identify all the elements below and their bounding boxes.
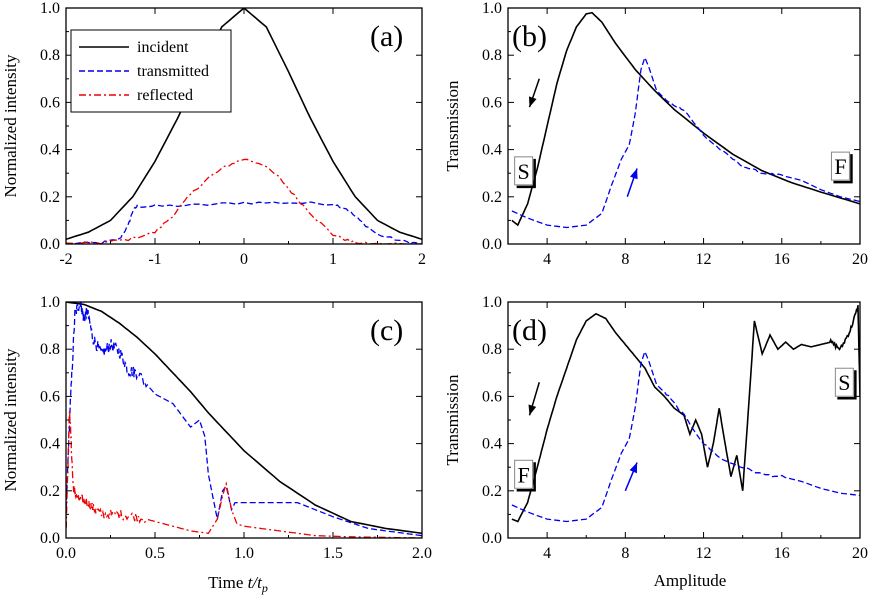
y-tick-label: 0.0 (40, 236, 60, 253)
y-tick-label: 1.0 (40, 0, 60, 17)
panel-b: 4 8 12 16 20 0.0 0.2 0.4 0.6 0.8 1.0 Transmission (b… (443, 0, 868, 268)
legend-label-reflected: reflected (137, 87, 193, 104)
y-tick-label: 0.2 (482, 483, 502, 500)
panel-label-d: (d) (512, 314, 547, 347)
x-tick-label: 0 (240, 251, 248, 268)
y-tick-label: 0.2 (482, 189, 502, 206)
panel-a: -2 -1 0 1 2 0.0 0.2 0.4 0.6 0.8 1.0 Normalized inte… (1, 0, 426, 268)
series-transmitted-c (66, 302, 422, 537)
y-tick-label: 0.6 (40, 388, 60, 405)
panel-d: 4 8 12 16 20 0.0 0.2 0.4 0.6 0.8 1.0 Transmission (d… (443, 294, 868, 562)
x-tick-label: 0.5 (145, 545, 165, 562)
annotation-shadow (516, 462, 536, 492)
y-tick-label: 0.2 (40, 483, 60, 500)
x-tick-label: 12 (696, 251, 712, 268)
arrow-head (630, 168, 638, 180)
y-tick-label: 0.6 (482, 94, 502, 111)
x-tick-label: 2 (418, 251, 426, 268)
annotation-shadow (837, 370, 857, 400)
legend-label-transmitted: transmitted (137, 63, 209, 80)
y-tick-label: 1.0 (482, 0, 502, 17)
series-reflected-a (66, 158, 422, 244)
x-tick-label: 8 (621, 545, 629, 562)
y-tick-label: 0.8 (40, 47, 60, 64)
x-tick-label: 4 (543, 251, 551, 268)
y-axis-title-d: Transmission (443, 374, 462, 466)
y-tick-label: 0.6 (482, 388, 502, 405)
annotation-label: F (518, 462, 530, 487)
x-axis-title-time: Time t/tp (208, 573, 268, 595)
y-tick-label: 0.2 (40, 189, 60, 206)
series-incident-a (66, 8, 422, 241)
y-tick-label: 0.4 (482, 436, 502, 453)
series-transmitted-d (511, 349, 860, 523)
plot-frame-d (507, 301, 861, 539)
annotation-box (830, 151, 850, 181)
x-tick-label: 4 (543, 545, 551, 562)
series-transmitted-a (66, 201, 422, 244)
x-tick-label: 20 (852, 545, 868, 562)
series-incident-d (511, 305, 860, 523)
y-tick-label: 0.4 (482, 142, 502, 159)
annotation-box (834, 367, 854, 397)
series-transmitted-b (511, 55, 860, 229)
panel-label-b: (b) (512, 20, 547, 53)
y-tick-label: 1.0 (482, 294, 502, 311)
annotation-shadow (833, 154, 853, 184)
x-tick-label: 16 (774, 545, 790, 562)
annotation-box (514, 459, 534, 489)
x-tick-label: 16 (774, 251, 790, 268)
y-tick-label: 0.0 (40, 530, 60, 547)
y-tick-label: 0.8 (482, 341, 502, 358)
x-tick-label: 8 (621, 251, 629, 268)
y-tick-label: 0.8 (482, 47, 502, 64)
plot-frame-b (507, 7, 861, 245)
arrow-head (528, 96, 537, 108)
legend-label-incident: incident (137, 39, 189, 56)
arrow-head (629, 462, 638, 474)
series-reflected-c (66, 411, 422, 538)
series-incident-c (66, 302, 422, 535)
x-tick-label: 2.0 (412, 545, 432, 562)
y-tick-label: 1.0 (40, 294, 60, 311)
x-axis-title-amplitude: Amplitude (654, 571, 727, 590)
x-tick-label: 1.0 (234, 545, 254, 562)
y-tick-label: 0.4 (40, 436, 60, 453)
x-tick-label: -1 (148, 251, 161, 268)
y-axis-title-c: Normalized intensity (1, 348, 20, 492)
y-axis-title-b: Transmission (443, 80, 462, 172)
y-axis-title-a: Normalized intensity (1, 54, 20, 198)
annotation-label: S (838, 370, 850, 395)
series-incident-b (511, 11, 860, 227)
annotation-label: F (834, 154, 846, 179)
y-tick-label: 0.0 (482, 236, 502, 253)
x-tick-label: 12 (696, 545, 712, 562)
annotation-shadow (516, 158, 536, 189)
x-tick-label: 1 (329, 251, 337, 268)
annotation-label: S (518, 159, 530, 184)
panel-label-c: (c) (370, 314, 403, 347)
y-tick-label: 0.8 (40, 341, 60, 358)
panel-label-a: (a) (370, 20, 403, 53)
x-tick-label: 1.5 (323, 545, 343, 562)
x-tick-label: -2 (59, 251, 72, 268)
x-tick-label: 0.0 (56, 545, 76, 562)
x-tick-label: 20 (852, 251, 868, 268)
y-tick-label: 0.6 (40, 94, 60, 111)
arrow-head (528, 404, 537, 416)
y-tick-label: 0.0 (482, 530, 502, 547)
panel-c: 0.0 0.5 1.0 1.5 2.0 0.0 0.2 0.4 0.6 0.8 1.0 Normali… (1, 294, 432, 562)
annotation-box (514, 156, 534, 186)
y-tick-label: 0.4 (40, 142, 60, 159)
